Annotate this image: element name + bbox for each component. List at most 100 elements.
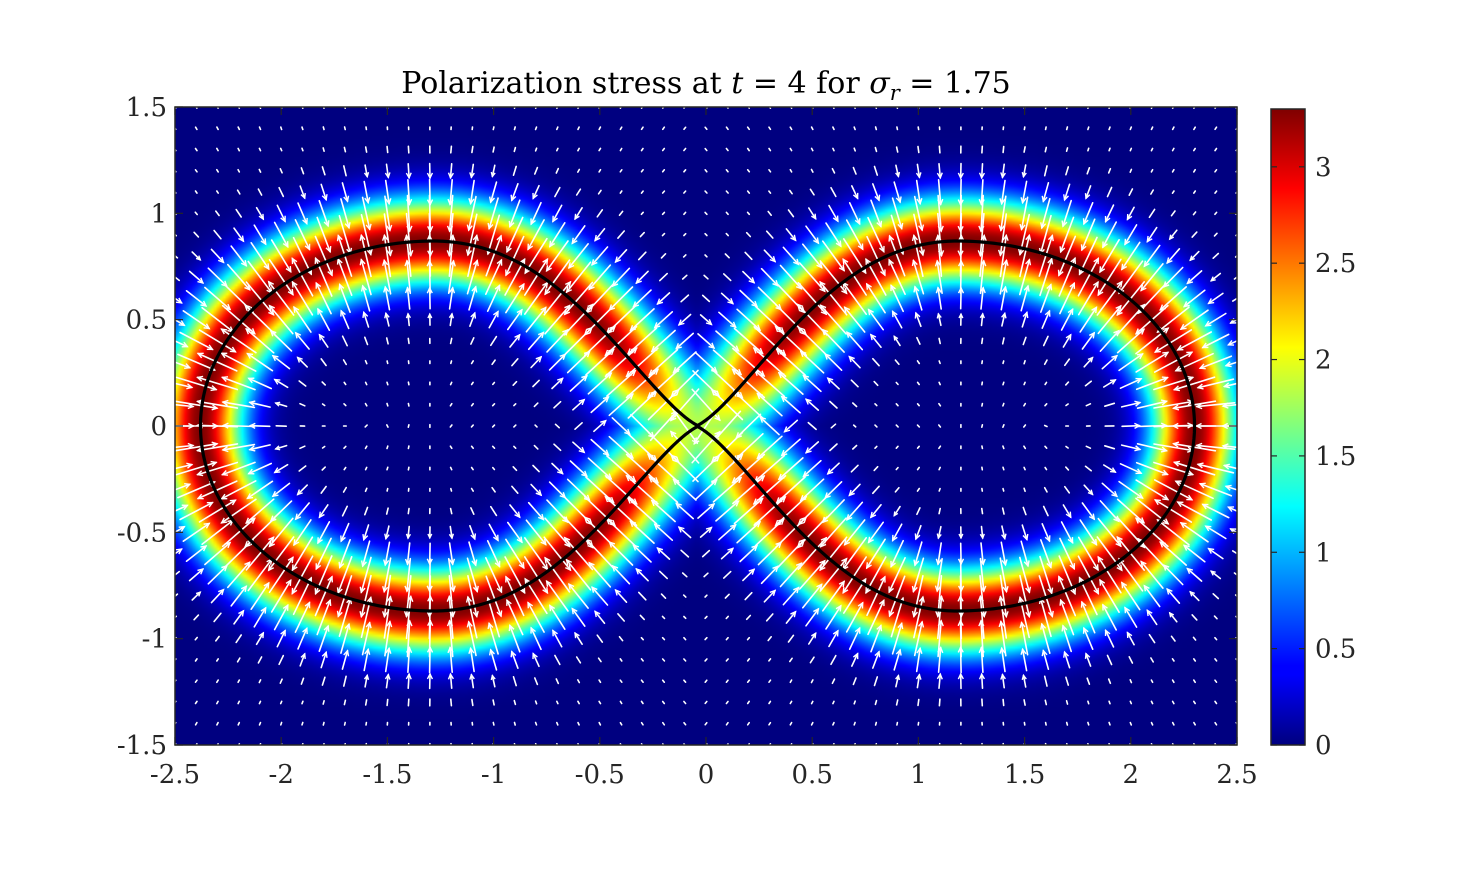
quiver-arrow — [1097, 305, 1122, 335]
quiver-arrow — [819, 260, 848, 295]
quiver-arrow — [807, 207, 817, 220]
quiver-arrowhead — [653, 523, 661, 530]
quiver-arrowhead — [857, 601, 864, 609]
quiver-arrowhead — [549, 240, 556, 248]
quiver-arrow — [683, 615, 687, 620]
quiver-arrow — [1229, 528, 1237, 534]
quiver-arrowhead — [285, 579, 292, 587]
quiver-arrowhead — [895, 674, 901, 681]
quiver-arrow — [527, 601, 545, 633]
quiver-arrow — [718, 311, 737, 328]
quiver-arrow — [237, 700, 241, 705]
quiver-arrow — [1044, 381, 1048, 386]
quiver-arrow — [506, 521, 523, 544]
quiver-arrowhead — [181, 341, 189, 348]
quiver-arrowhead — [958, 533, 964, 540]
quiver-arrowhead — [775, 497, 783, 504]
quiver-arrow — [629, 308, 655, 332]
quiver-arrow — [279, 721, 283, 726]
quiver-arrowhead — [1078, 576, 1085, 584]
quiver-arrowhead — [1025, 611, 1032, 619]
quiver-arrow — [222, 401, 256, 409]
quiver-arrow — [768, 658, 772, 662]
quiver-arrowhead — [672, 478, 680, 486]
quiver-arrow — [704, 169, 708, 173]
quiver-arrow — [1002, 445, 1005, 450]
quiver-arrowhead — [187, 402, 195, 410]
quiver-arrow — [576, 168, 581, 173]
quiver-arrowhead — [1025, 233, 1032, 241]
quiver-arrow — [625, 347, 659, 378]
quiver-arrow — [980, 646, 984, 674]
quiver-arrowhead — [385, 198, 392, 206]
quiver-arrowhead — [848, 355, 855, 363]
quiver-arrowhead — [1099, 266, 1106, 274]
quiver-arrow — [555, 700, 559, 705]
quiver-arrow — [364, 466, 368, 471]
quiver-arrow — [177, 353, 216, 371]
quiver-arrow — [1150, 107, 1153, 109]
quiver-arrow — [733, 390, 764, 420]
quiver-arrow — [1119, 462, 1142, 475]
quiver-arrow — [938, 381, 942, 386]
quiver-arrow — [534, 147, 538, 152]
quiver-arrowhead — [220, 352, 228, 359]
quiver-arrowhead — [936, 533, 942, 540]
quiver-arrow — [703, 572, 709, 578]
quiver-arrowhead — [841, 557, 848, 565]
colorbar-tick-label: 1.5 — [1315, 442, 1356, 472]
quiver-arrowhead — [518, 562, 525, 570]
quiver-arrowhead — [888, 258, 895, 266]
quiver-arrow — [1023, 487, 1026, 493]
quiver-arrow — [1084, 380, 1092, 387]
quiver-arrowhead — [519, 257, 526, 265]
quiver-arrowhead — [487, 222, 494, 231]
quiver-arrowhead — [978, 172, 986, 180]
quiver-arrowhead — [1040, 622, 1047, 630]
quiver-arrow — [486, 539, 501, 568]
quiver-arrow — [850, 379, 859, 388]
quiver-arrowhead — [323, 220, 330, 228]
quiver-arrowhead — [629, 325, 637, 332]
quiver-arrow — [1002, 402, 1005, 407]
quiver-arrowhead — [1116, 535, 1123, 543]
quiver-arrowhead — [1161, 376, 1169, 383]
quiver-arrowhead — [366, 248, 373, 256]
quiver-arrow — [913, 195, 923, 231]
quiver-arrow — [1059, 216, 1075, 253]
quiver-arrow — [1135, 376, 1169, 391]
quiver-arrowhead — [274, 445, 281, 451]
quiver-arrow — [640, 700, 644, 705]
quiver-arrow — [608, 435, 634, 459]
quiver-arrow — [188, 270, 204, 284]
quiver-arrow — [1170, 635, 1176, 642]
quiver-arrowhead — [780, 449, 788, 457]
quiver-arrowhead — [363, 171, 370, 179]
quiver-arrow — [322, 699, 325, 705]
quiver-arrow — [1129, 168, 1133, 173]
quiver-arrow — [279, 126, 283, 131]
quiver-arrowhead — [1162, 351, 1170, 358]
quiver-arrow — [890, 539, 905, 568]
quiver-arrow — [318, 504, 329, 519]
quiver-arrow — [1199, 482, 1233, 497]
quiver-arrow — [606, 305, 636, 334]
quiver-arrow — [1129, 678, 1133, 684]
quiver-arrow — [874, 126, 878, 131]
quiver-arrow — [343, 445, 347, 450]
quiver-arrowhead — [1176, 501, 1184, 508]
quiver-arrowhead — [327, 575, 334, 583]
quiver-arrow — [362, 311, 370, 328]
quiver-arrowhead — [895, 196, 902, 204]
quiver-arrowhead — [1153, 346, 1161, 353]
quiver-arrowhead — [911, 234, 918, 242]
quiver-arrow — [937, 646, 942, 674]
quiver-arrow — [725, 147, 729, 152]
quiver-arrow — [896, 126, 899, 131]
quiver-arrow — [491, 486, 496, 493]
quiver-arrow — [701, 294, 711, 303]
quiver-arrow — [1234, 254, 1237, 258]
quiver-arrow — [661, 615, 666, 620]
quiver-arrow — [936, 595, 943, 640]
quiver-arrow — [1043, 165, 1048, 177]
